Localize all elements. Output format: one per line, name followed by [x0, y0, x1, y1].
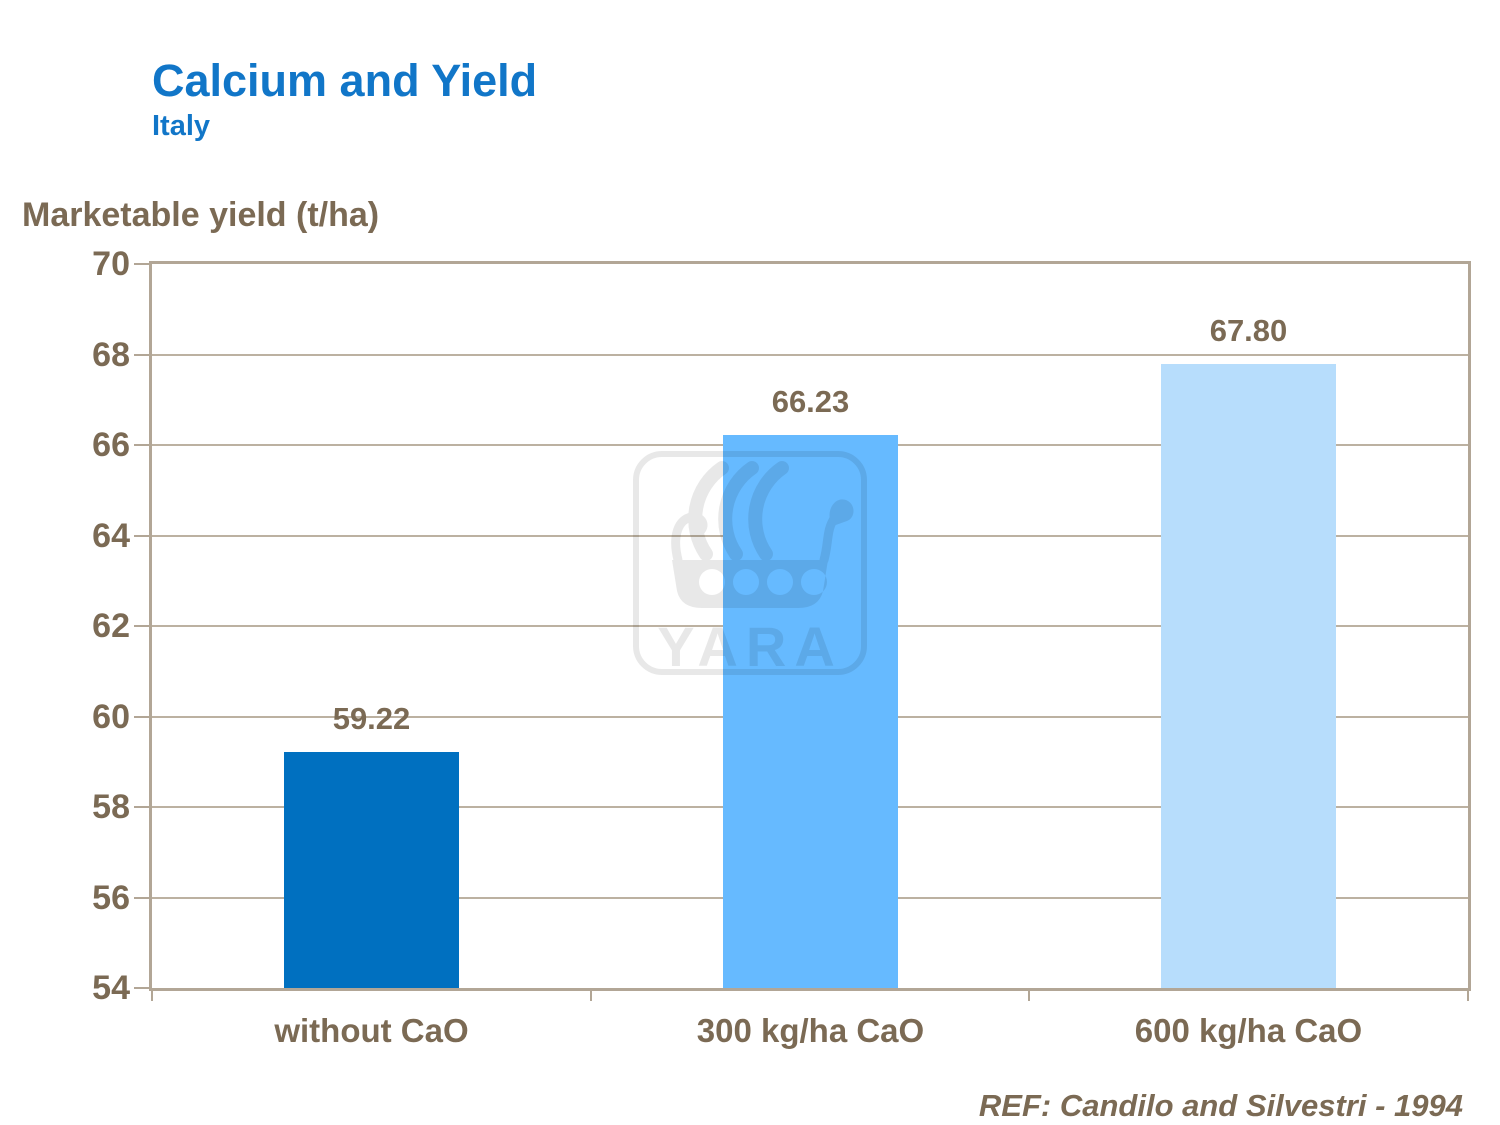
bar-value-label: 66.23: [771, 383, 850, 419]
y-axis-tick: [134, 987, 149, 989]
x-axis-labels: without CaO 300 kg/ha CaO 600 kg/ha CaO: [152, 1012, 1468, 1062]
x-tick-label: 300 kg/ha CaO: [696, 1012, 925, 1049]
bar-value-label: 67.80: [1209, 312, 1288, 348]
ship-sail-icon: [688, 461, 729, 561]
bar-value-label: 59.22: [332, 700, 411, 736]
ship-sail-icon: [718, 461, 759, 561]
y-tick-label: 54: [92, 969, 130, 1007]
x-axis-tick: [590, 988, 592, 1001]
y-axis-title: Marketable yield (t/ha): [22, 196, 380, 234]
y-axis-tick: [134, 625, 149, 627]
y-axis-tick: [134, 806, 149, 808]
ship-head-icon: [829, 499, 854, 526]
y-axis-tick: [134, 353, 149, 356]
y-tick-label: 70: [92, 245, 130, 283]
x-axis-tick: [151, 988, 153, 1001]
y-axis-tick: [134, 534, 149, 537]
x-axis-tick: [1467, 988, 1469, 1001]
page-subtitle: Italy: [152, 110, 211, 142]
y-axis-tick-labels: 54 56 58 60 62 64 66 68 70: [0, 245, 130, 1007]
page-title: Calcium and Yield: [152, 55, 538, 106]
x-tick-label: 600 kg/ha CaO: [1134, 1012, 1363, 1049]
y-tick-label: 56: [92, 878, 130, 917]
y-tick-label: 62: [92, 607, 130, 645]
watermark-wordmark: YARA: [657, 615, 843, 678]
y-axis-tick: [134, 444, 149, 446]
y-tick-label: 64: [92, 516, 130, 555]
reference-text: REF: Candilo and Silvestri - 1994: [978, 1088, 1463, 1123]
y-axis-tick: [134, 896, 149, 899]
x-axis-tick: [1028, 988, 1030, 1001]
y-axis-tick: [134, 263, 149, 265]
bar-without-cao: [284, 752, 459, 988]
y-tick-label: 58: [92, 788, 130, 826]
plot-area: YARA 59.22 66.23 67.80: [134, 261, 1471, 1001]
ship-sail-icon: [748, 461, 789, 561]
ship-stern-curl-icon: [671, 512, 708, 565]
gridline: [152, 353, 1468, 356]
ship-prow-neck-icon: [819, 512, 840, 565]
y-tick-label: 68: [92, 335, 130, 374]
y-tick-label: 66: [92, 426, 130, 464]
watermark-frame: [633, 451, 867, 675]
bar-600-kg-ha-cao: [1161, 364, 1336, 988]
yara-logo-watermark: YARA: [633, 451, 867, 678]
y-axis-tick: [134, 715, 149, 718]
ship-hull-icon: [672, 560, 828, 608]
y-tick-label: 60: [92, 697, 130, 736]
x-tick-label: without CaO: [274, 1012, 469, 1049]
bar-300-kg-ha-cao: [723, 435, 898, 988]
